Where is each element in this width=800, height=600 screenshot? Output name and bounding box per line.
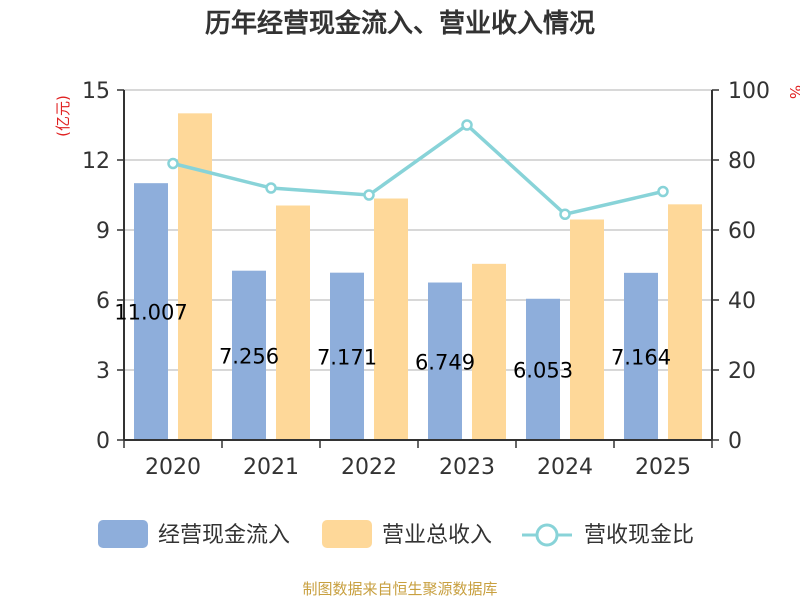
- left-tick-label: 15: [82, 79, 110, 104]
- right-tick-label: 40: [728, 289, 756, 314]
- bar-cash-inflow: [526, 298, 560, 440]
- left-tick-label: 6: [96, 289, 110, 314]
- right-tick-label: 20: [728, 359, 756, 384]
- bar-cash-inflow: [232, 270, 266, 440]
- ratio-point: [461, 119, 473, 131]
- bar-revenue: [570, 219, 604, 440]
- x-tick-label: 2021: [243, 455, 299, 480]
- bar-data-label: 7.164: [611, 345, 671, 369]
- bar-cash-inflow: [428, 282, 462, 440]
- bar-revenue: [178, 113, 212, 440]
- x-tick-label: 2024: [537, 455, 593, 480]
- ratio-point: [265, 182, 277, 194]
- bar-revenue: [668, 204, 702, 440]
- bar-revenue: [374, 198, 408, 440]
- bar-cash-inflow: [134, 183, 168, 441]
- left-tick-label: 3: [96, 359, 110, 384]
- legend-swatch-cash-inflow: [98, 520, 148, 548]
- legend-label-cash-inflow: 经营现金流入: [158, 523, 290, 548]
- bars: [134, 113, 702, 441]
- bar-data-label: 6.749: [415, 350, 475, 374]
- legend-swatch-revenue: [322, 520, 372, 548]
- x-tick-label: 2023: [439, 455, 495, 480]
- left-tick-label: 0: [96, 429, 110, 454]
- ratio-point: [363, 189, 375, 201]
- ratio-point: [559, 208, 571, 220]
- x-tick-label: 2020: [145, 455, 201, 480]
- left-axis-unit: (亿元): [54, 95, 72, 137]
- legend: 经营现金流入 营业总收入 营收现金比: [98, 520, 694, 548]
- bar-data-label: 7.256: [219, 344, 279, 368]
- left-tick-label: 12: [82, 149, 110, 174]
- right-axis-unit: %: [786, 85, 800, 99]
- right-tick-label: 80: [728, 149, 756, 174]
- bar-data-label: 7.171: [317, 345, 377, 369]
- right-tick-label: 100: [728, 79, 770, 104]
- grid: [124, 89, 712, 371]
- legend-label-revenue: 营业总收入: [382, 523, 492, 548]
- legend-label-ratio: 营收现金比: [584, 523, 694, 548]
- source-note: 制图数据来自恒生聚源数据库: [302, 580, 497, 598]
- bar-labels: 11.007 7.256 7.171 6.749 6.053 7.164: [114, 301, 671, 383]
- bar-cash-inflow: [330, 272, 364, 440]
- right-tick-label: 0: [728, 429, 742, 454]
- right-tick-label: 60: [728, 219, 756, 244]
- x-tick-label: 2022: [341, 455, 397, 480]
- bar-revenue: [472, 263, 506, 440]
- ratio-line-path: [172, 122, 664, 217]
- x-tick-label: 2025: [635, 455, 691, 480]
- ratio-point: [167, 157, 179, 170]
- bar-cash-inflow: [624, 272, 658, 440]
- bar-data-label: 11.007: [114, 301, 187, 325]
- ratio-line: [167, 119, 669, 220]
- left-tick-label: 9: [96, 219, 110, 244]
- chart-title: 历年经营现金流入、营业收入情况: [205, 8, 595, 39]
- bar-data-label: 6.053: [513, 358, 573, 382]
- ratio-point: [657, 185, 669, 198]
- axes: 0 3 6 9 12 15 0 20 40 60 80 100 2020 2021 2022 2023 2024…: [82, 79, 770, 480]
- legend-marker-ratio: [535, 523, 559, 547]
- bar-revenue: [276, 205, 310, 440]
